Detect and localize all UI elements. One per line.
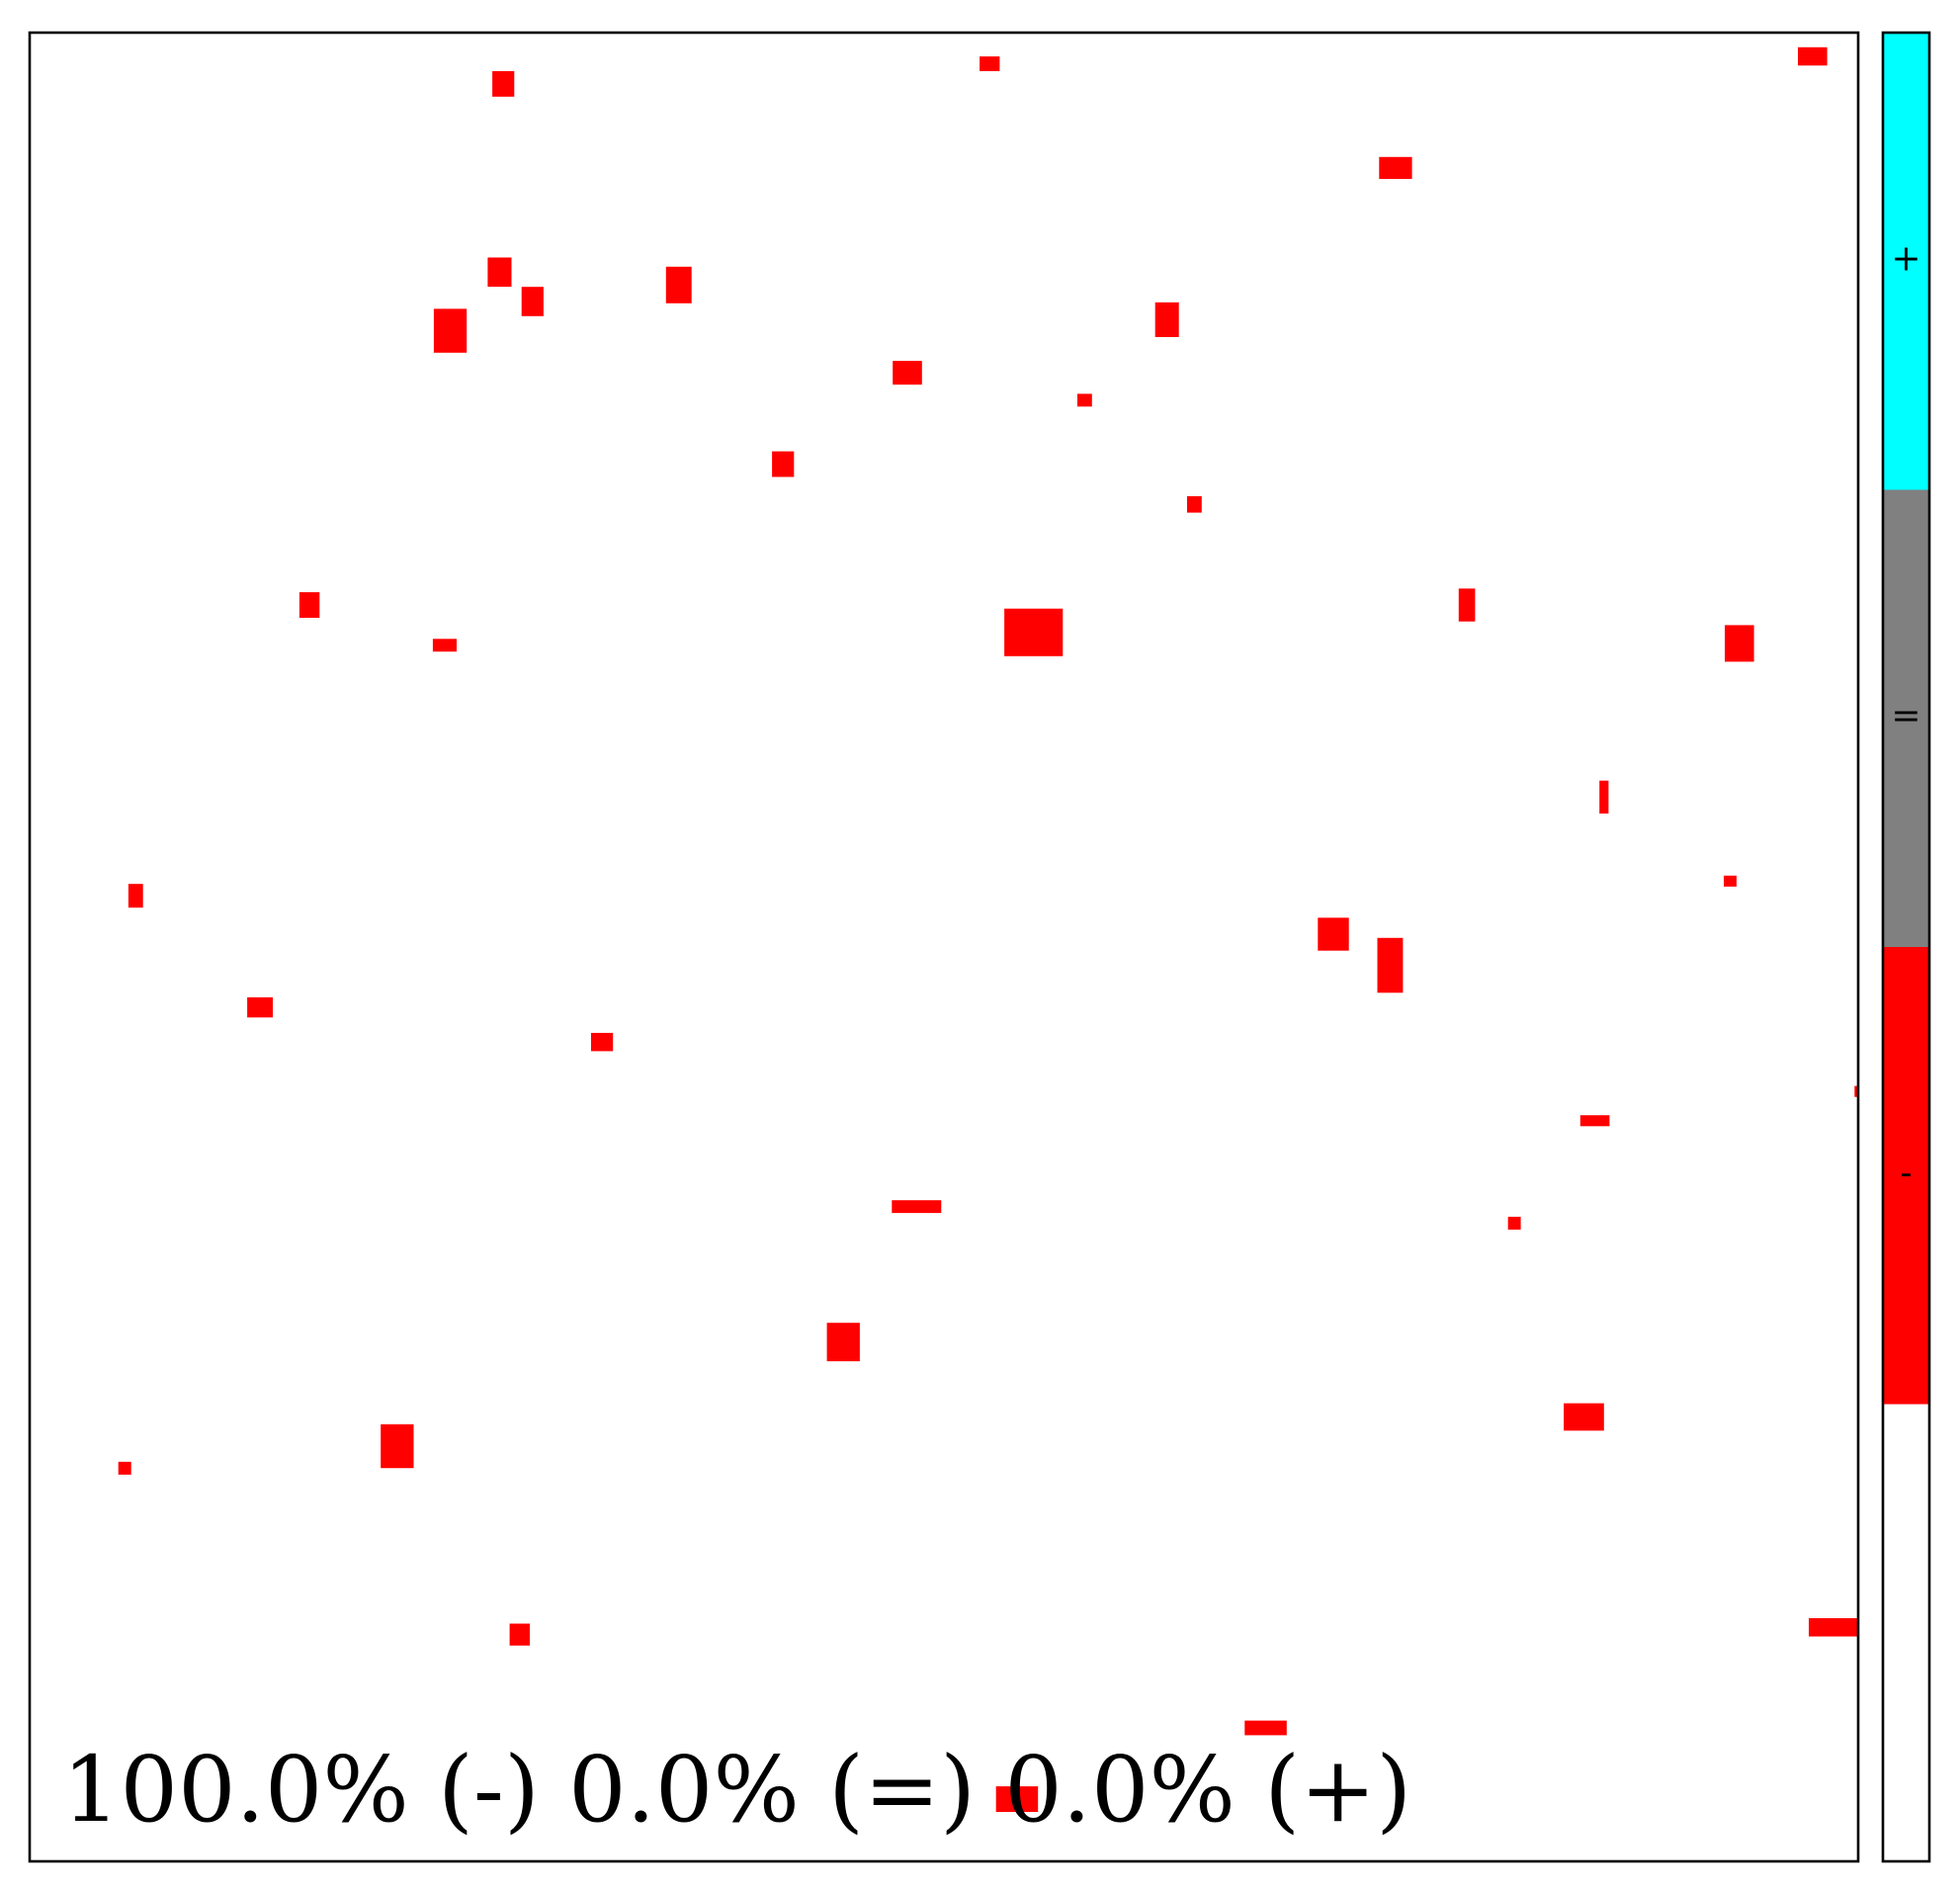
colorbar-label-1: = [1891,696,1920,736]
region-6 [433,308,468,353]
region-26 [1854,1085,1858,1097]
region-10 [1077,393,1092,407]
region-8 [1154,301,1179,337]
region-18 [1599,780,1609,814]
colorbar-segment-2 [1883,947,1929,1405]
region-23 [247,996,273,1018]
region-12 [1187,496,1202,513]
region-22 [1377,937,1404,993]
region-27 [892,1200,942,1214]
region-36 [995,1786,1039,1812]
summary-annotation: 100.0% (-) 0.0% (=) 0.0% (+) [62,1737,1411,1843]
region-layer [118,46,1858,1812]
region-4 [487,257,512,288]
region-19 [128,884,143,908]
region-25 [1579,1115,1610,1127]
colorbar-segment-3 [1883,1404,1929,1861]
region-14 [432,639,457,652]
colorbar-label-0: + [1891,238,1920,279]
region-30 [1564,1403,1604,1431]
region-32 [118,1461,131,1475]
region-35 [1244,1720,1287,1736]
colorbar: + = - [1881,31,1931,1863]
colorbar-frame [1881,31,1931,1863]
region-34 [1809,1618,1858,1637]
region-15 [1004,608,1064,656]
region-24 [591,1032,614,1052]
region-28 [1507,1216,1521,1230]
region-7 [665,266,692,303]
region-1 [980,56,1000,71]
region-13 [298,592,320,618]
plot-background [30,33,1858,1861]
region-33 [509,1623,530,1646]
region-2 [1798,46,1828,66]
region-29 [826,1323,860,1362]
region-31 [381,1423,414,1469]
region-21 [1318,917,1349,951]
plot-area: 100.0% (-) 0.0% (=) 0.0% (+) [28,31,1860,1863]
colorbar-labels: + = - [1891,238,1920,1193]
plot-frame [28,31,1860,1863]
region-0 [492,70,515,97]
region-17 [1725,625,1754,662]
colorbar-segment-0 [1883,33,1929,490]
region-5 [521,287,544,316]
region-9 [893,361,922,386]
colorbar-label-2: - [1900,1153,1912,1193]
colorbar-segment-1 [1883,489,1929,947]
region-20 [1724,875,1737,887]
colorbar-segments [1883,33,1929,1861]
region-3 [1379,156,1412,179]
region-16 [1458,588,1476,622]
region-11 [772,451,795,477]
